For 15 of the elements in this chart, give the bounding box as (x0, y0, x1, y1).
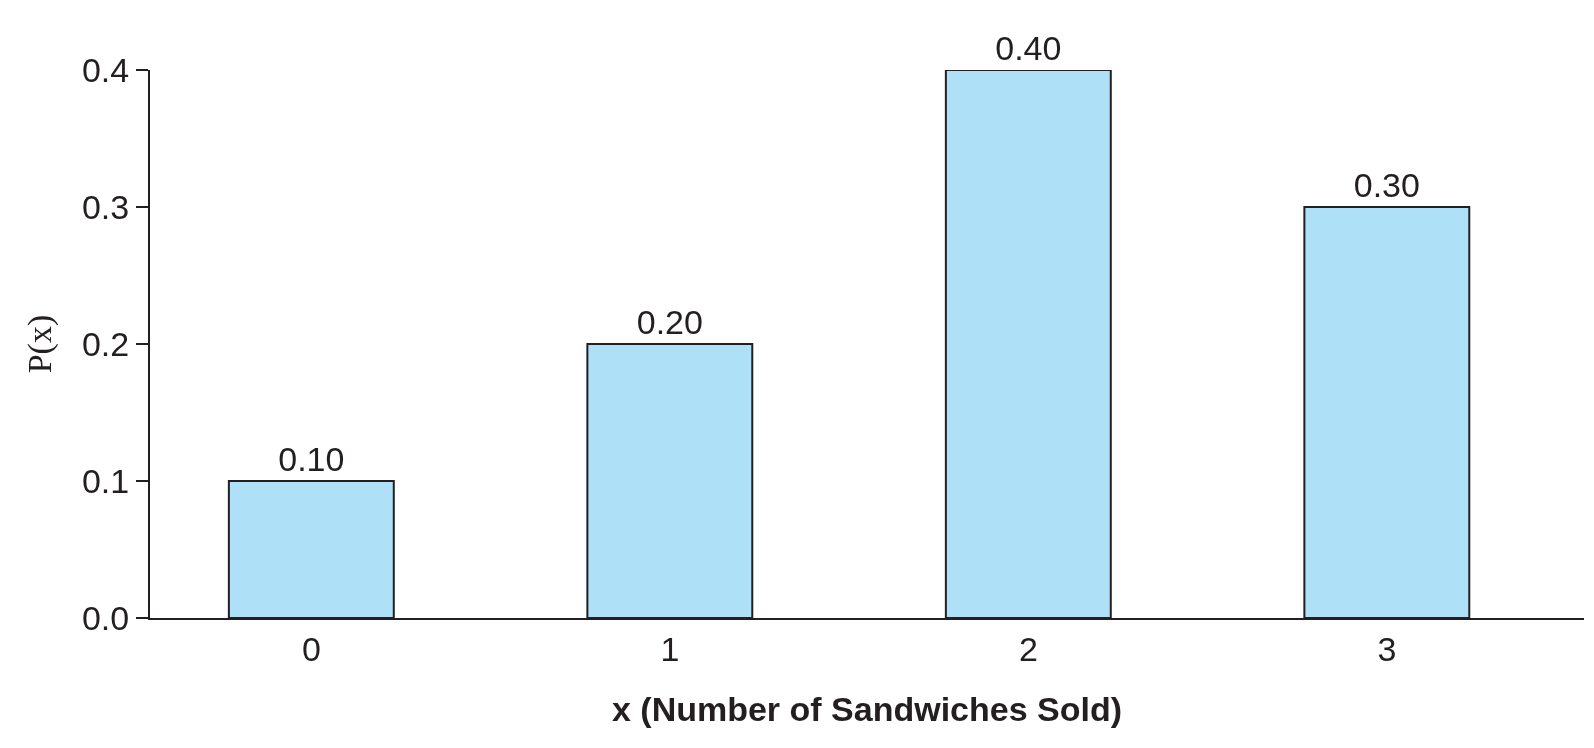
y-tick-label: 0.4 (81, 50, 130, 89)
data-label: 0.20 (636, 303, 703, 341)
y-axis-title: P(x) (21, 314, 60, 374)
data-label: 0.40 (995, 29, 1062, 67)
y-tick-label: 0.2 (81, 324, 130, 363)
x-tick-label: 0 (301, 629, 321, 668)
data-label: 0.30 (1353, 166, 1420, 204)
x-tick-label: 1 (660, 629, 680, 668)
x-tick-label: 2 (1018, 629, 1038, 668)
x-axis-title: x (Number of Sandwiches Sold) (611, 689, 1123, 728)
y-tick-label: 0.0 (81, 598, 130, 637)
x-tick-label: 3 (1377, 629, 1397, 668)
data-label: 0.10 (278, 440, 345, 478)
y-tick-label: 0.1 (81, 461, 130, 500)
y-tick-label: 0.3 (81, 187, 130, 226)
